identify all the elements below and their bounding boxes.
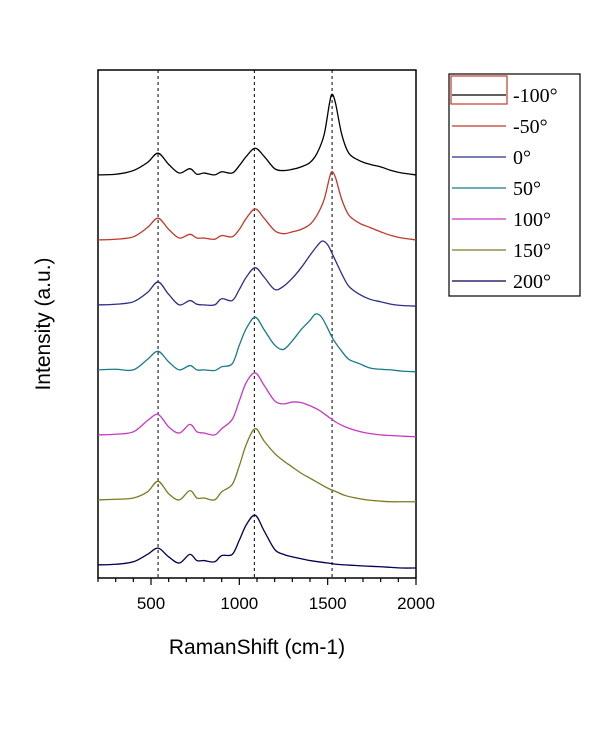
legend-label-50°: 50° [513, 178, 541, 200]
series-line-200° [97, 514, 417, 569]
legend-selection-box [450, 75, 508, 105]
x-tick-label-1000: 1000 [220, 594, 258, 613]
series-line--50° [97, 171, 417, 241]
series-line-150° [97, 427, 416, 503]
legend-label-150°: 150° [513, 240, 551, 262]
x-tick-label-500: 500 [137, 594, 165, 613]
legend-label-200°: 200° [513, 271, 551, 293]
series-line-100° [97, 372, 417, 438]
legend-label-0°: 0° [513, 147, 531, 169]
legend-label--50°: -50° [513, 116, 548, 138]
legend-frame [448, 73, 581, 297]
plot-area: 500 1000 1500 2000 [97, 69, 435, 613]
series-line--100° [97, 93, 417, 176]
legend-label-100°: 100° [513, 209, 551, 231]
plot-frame [97, 69, 417, 579]
reference-lines [157, 70, 333, 578]
x-axis-ticks: 500 1000 1500 2000 [97, 578, 435, 613]
legend: -100° -50° 0° 50° 100° 150° 200° [448, 73, 581, 297]
y-axis-title: Intensity (a.u.) [32, 257, 55, 390]
x-tick-label-1500: 1500 [309, 594, 347, 613]
legend-items: -100° -50° 0° 50° 100° 150° 200° [450, 75, 558, 293]
x-tick-label-2000: 2000 [397, 594, 435, 613]
series-line-0° [97, 240, 417, 307]
x-axis-title: RamanShift (cm-1) [169, 636, 345, 659]
legend-label--100°: -100° [513, 85, 558, 107]
series-group [97, 93, 417, 569]
series-line-50° [97, 313, 417, 373]
